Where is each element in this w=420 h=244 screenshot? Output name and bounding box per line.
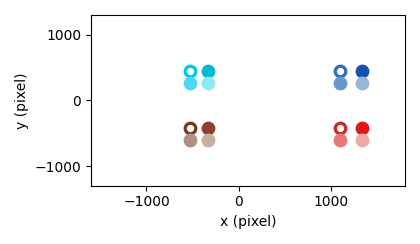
Point <box>186 69 193 73</box>
Point <box>186 126 193 130</box>
Point <box>358 126 365 130</box>
Point <box>358 81 365 85</box>
Point <box>337 81 344 85</box>
Point <box>337 69 344 73</box>
Point <box>358 138 365 142</box>
Point <box>186 126 193 130</box>
Point <box>337 126 344 130</box>
Point <box>337 69 344 73</box>
Point <box>337 126 344 130</box>
Point <box>358 69 365 73</box>
Point <box>205 69 212 73</box>
Y-axis label: y (pixel): y (pixel) <box>15 72 29 129</box>
X-axis label: x (pixel): x (pixel) <box>220 215 276 229</box>
Point <box>205 81 212 85</box>
Point <box>186 69 193 73</box>
Point <box>337 138 344 142</box>
Point <box>205 126 212 130</box>
Point <box>186 138 193 142</box>
Point <box>186 81 193 85</box>
Point <box>205 138 212 142</box>
